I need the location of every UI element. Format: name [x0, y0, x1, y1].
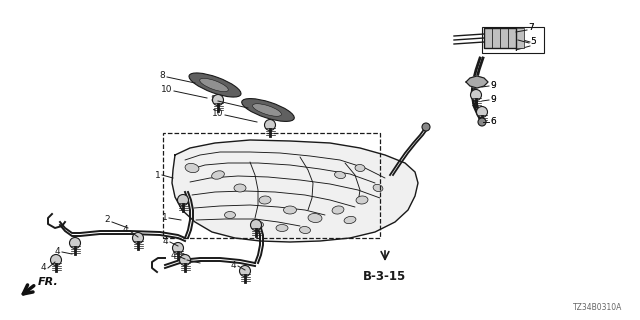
Text: 1: 1 [156, 171, 161, 180]
Circle shape [132, 233, 143, 244]
Text: 10: 10 [161, 85, 172, 94]
Ellipse shape [373, 184, 383, 192]
Text: 2: 2 [104, 215, 110, 225]
Circle shape [478, 118, 486, 126]
Text: 6: 6 [490, 117, 496, 126]
Circle shape [422, 123, 430, 131]
Text: 6: 6 [490, 117, 496, 126]
Polygon shape [172, 140, 418, 242]
Ellipse shape [234, 184, 246, 192]
Ellipse shape [225, 212, 236, 219]
Bar [500, 28, 508, 48]
Text: 4: 4 [230, 260, 236, 269]
Text: 4: 4 [122, 226, 128, 235]
Circle shape [173, 243, 184, 253]
Text: 9: 9 [490, 81, 496, 90]
Polygon shape [466, 76, 488, 88]
Ellipse shape [332, 206, 344, 214]
Ellipse shape [253, 104, 282, 116]
Text: FR.: FR. [38, 277, 59, 287]
Ellipse shape [335, 172, 346, 179]
Ellipse shape [344, 216, 356, 224]
Ellipse shape [189, 73, 241, 97]
Circle shape [177, 195, 189, 205]
Circle shape [470, 90, 481, 100]
Ellipse shape [253, 221, 264, 228]
Text: 4: 4 [40, 263, 46, 273]
Text: 7: 7 [528, 23, 534, 33]
Ellipse shape [242, 99, 294, 121]
Text: 4: 4 [54, 247, 60, 257]
Text: 9: 9 [490, 81, 496, 90]
Ellipse shape [276, 225, 288, 231]
Ellipse shape [356, 196, 368, 204]
Ellipse shape [200, 78, 228, 92]
Text: 4: 4 [170, 251, 176, 260]
Circle shape [264, 119, 275, 131]
Bar [516, 28, 524, 48]
Text: B-3-15: B-3-15 [364, 270, 406, 283]
Bar [508, 28, 516, 48]
Text: 9: 9 [490, 95, 496, 105]
Ellipse shape [259, 196, 271, 204]
Text: 9: 9 [490, 95, 496, 105]
Text: 10: 10 [211, 109, 223, 118]
Ellipse shape [284, 206, 296, 214]
Circle shape [179, 254, 191, 266]
Ellipse shape [308, 213, 322, 222]
Text: TZ34B0310A: TZ34B0310A [573, 303, 622, 312]
Text: 3: 3 [179, 253, 185, 262]
Bar [163, 133, 380, 238]
Text: 8: 8 [211, 95, 216, 105]
Text: 5: 5 [530, 37, 536, 46]
Ellipse shape [355, 164, 365, 172]
Ellipse shape [212, 171, 225, 179]
Circle shape [212, 94, 223, 106]
Text: 8: 8 [159, 71, 165, 81]
Text: 5: 5 [530, 37, 536, 46]
Bar [484, 28, 516, 48]
Text: 1: 1 [163, 213, 168, 222]
Bar [484, 28, 492, 48]
Text: 7: 7 [528, 23, 534, 33]
Circle shape [250, 220, 262, 230]
Ellipse shape [185, 164, 199, 172]
Bar [492, 28, 500, 48]
Circle shape [51, 254, 61, 266]
Circle shape [477, 107, 488, 117]
Circle shape [70, 237, 81, 249]
Circle shape [239, 266, 250, 276]
Text: 4: 4 [163, 237, 168, 246]
Ellipse shape [300, 227, 310, 234]
